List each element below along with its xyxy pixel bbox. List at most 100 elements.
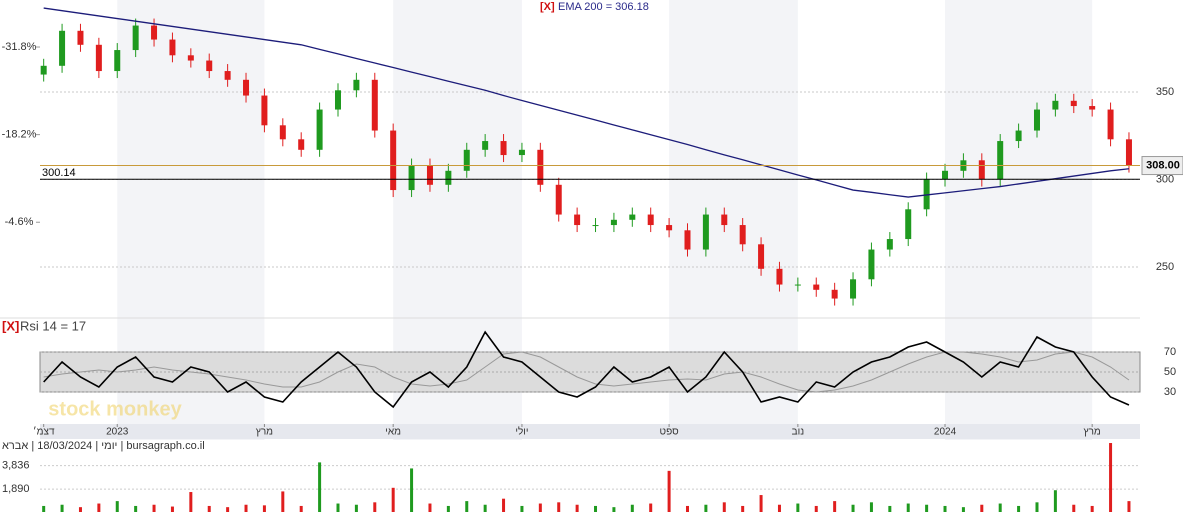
- volume-bar: [1127, 501, 1131, 512]
- volume-bar: [759, 495, 763, 512]
- volume-bar: [851, 504, 855, 512]
- title-tag: [X]: [540, 1, 555, 13]
- level-label: 300.14: [42, 167, 76, 179]
- y2-tick-label: -31.8%: [2, 41, 37, 53]
- candle-body: [758, 244, 765, 269]
- volume-bar: [189, 492, 193, 512]
- candle-body: [187, 55, 194, 61]
- candle-body: [426, 165, 433, 185]
- volume-bar: [925, 504, 929, 512]
- candle-body: [243, 79, 250, 96]
- volume-bar: [612, 507, 616, 512]
- candle-body: [555, 184, 562, 215]
- volume-bar: [1017, 505, 1021, 512]
- volume-bar: [373, 502, 377, 512]
- candle-body: [868, 249, 875, 280]
- volume-bar: [998, 503, 1002, 512]
- candle-body: [942, 170, 949, 180]
- candle-body: [132, 25, 139, 51]
- volume-bar: [538, 503, 542, 512]
- candle-body: [574, 214, 581, 226]
- level-box: [1141, 156, 1183, 176]
- x-tick-label: נוב: [792, 427, 805, 438]
- x-tick-label: 2024: [934, 427, 957, 438]
- volume-bar: [170, 506, 174, 512]
- volume-bar: [557, 502, 561, 512]
- volume-subtitle: יומי | 18/03/2024 | אברא | bursagraph.co…: [2, 440, 205, 452]
- volume-bar: [446, 505, 450, 512]
- rsi-title: Rsi 14 = 17: [20, 318, 86, 333]
- volume-bar: [299, 505, 303, 512]
- volume-bar: [814, 505, 818, 512]
- volume-bar: [520, 505, 524, 512]
- y-tick-label: 350: [1156, 86, 1174, 98]
- x-tick-label: 2023: [106, 427, 129, 438]
- candle-body: [206, 60, 213, 72]
- rsi-tag: [X]: [2, 318, 19, 333]
- volume-bar: [391, 487, 395, 512]
- candle-body: [353, 79, 360, 91]
- candle-body: [850, 279, 857, 299]
- candle-body: [776, 268, 783, 285]
- candle-body: [886, 239, 893, 250]
- volume-bar: [42, 505, 46, 512]
- volume-bar: [318, 462, 322, 512]
- x-tick-label: ספט: [660, 427, 680, 438]
- volume-bar: [777, 504, 781, 512]
- candle-body: [40, 65, 47, 75]
- volume-bar: [961, 507, 965, 512]
- candle-body: [1070, 100, 1077, 107]
- volume-bar: [667, 470, 671, 512]
- candle-body: [261, 95, 268, 126]
- candle-body: [684, 230, 691, 250]
- y-tick-label: 1,890: [2, 483, 30, 495]
- ema-line: [43, 7, 1130, 198]
- volume-bar: [354, 504, 358, 512]
- candle-body: [739, 225, 746, 245]
- volume-bar: [649, 503, 653, 512]
- candle-body: [592, 225, 599, 227]
- volume-bar: [906, 503, 910, 512]
- y2-tick-label: -4.6%: [5, 216, 34, 228]
- volume-bar: [741, 505, 745, 512]
- y2-tick-label: -18.2%: [2, 129, 37, 141]
- volume-bar: [704, 504, 708, 512]
- volume-bar: [502, 498, 506, 512]
- volume-bar: [60, 504, 64, 512]
- candle-body: [702, 214, 709, 250]
- candle-body: [390, 130, 397, 191]
- volume-bar: [428, 503, 432, 512]
- rsi-line: [43, 330, 1130, 409]
- candle-body: [610, 219, 617, 226]
- volume-bar: [1072, 504, 1076, 512]
- candle-body: [59, 30, 66, 66]
- candle-body: [151, 25, 158, 40]
- rsi-line: [43, 351, 1130, 393]
- candle-body: [316, 109, 323, 150]
- chart-title: EMA 200 = 306.18: [558, 1, 649, 13]
- candle-body: [224, 71, 231, 80]
- volume-bar: [1035, 502, 1039, 512]
- candle-body: [445, 170, 452, 185]
- x-tick-label: יולי: [515, 426, 528, 438]
- volume-bar: [134, 505, 138, 512]
- candle-body: [463, 149, 470, 171]
- candle-body: [279, 125, 286, 140]
- volume-bar: [833, 501, 837, 512]
- y-tick-label: 300: [1156, 173, 1174, 185]
- candle-body: [629, 214, 636, 220]
- volume-bar: [410, 468, 414, 512]
- y-tick-label: 3,836: [2, 459, 30, 471]
- candle-body: [482, 141, 489, 150]
- volume-bar: [97, 503, 101, 512]
- volume-bar: [1090, 505, 1094, 512]
- candle-body: [1015, 130, 1022, 142]
- candle-body: [1125, 139, 1132, 166]
- x-tick-label: דצמ׳: [33, 427, 55, 438]
- volume-bar: [262, 505, 266, 512]
- x-tick-label: מרץ: [1084, 427, 1101, 438]
- volume-bar: [336, 503, 340, 512]
- candle-body: [114, 50, 121, 72]
- volume-bar: [575, 504, 579, 512]
- volume-bar: [244, 504, 248, 512]
